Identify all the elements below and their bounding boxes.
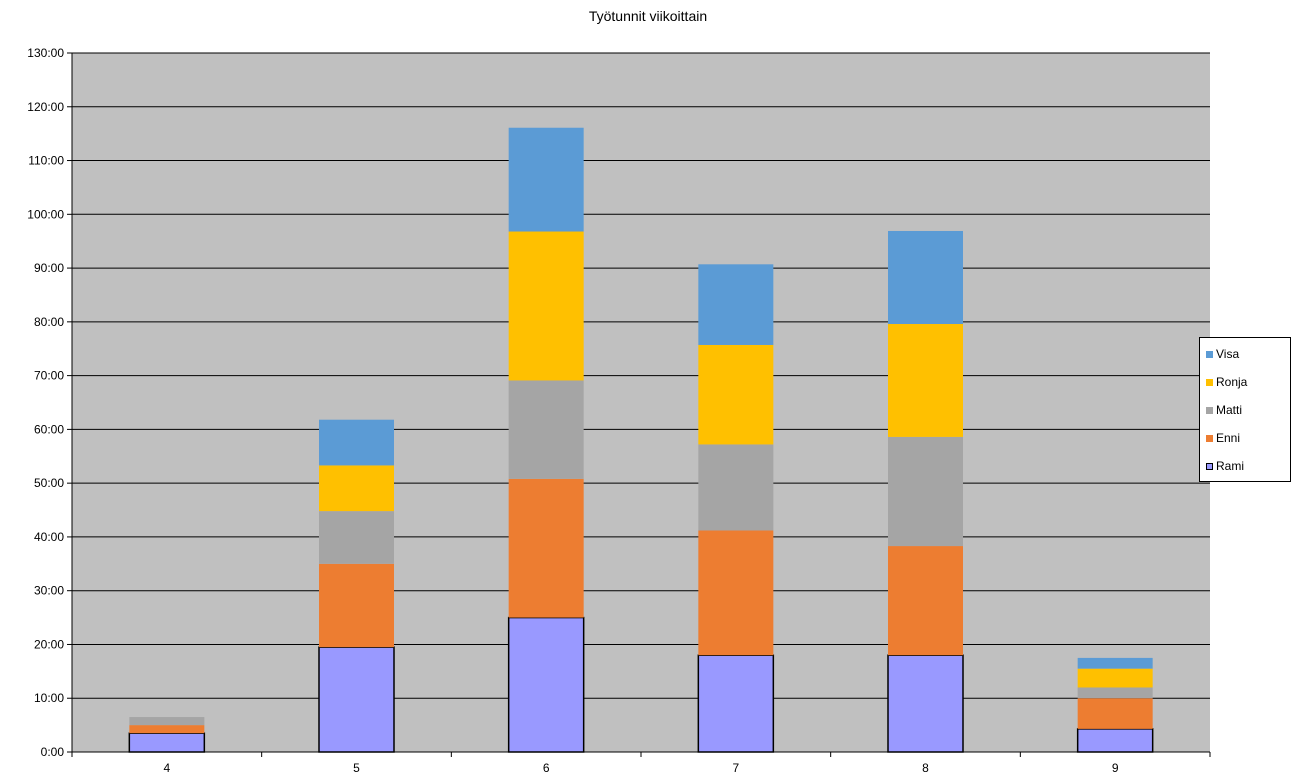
bar-enni-week-4 xyxy=(129,725,205,734)
y-tick-label: 30:00 xyxy=(34,584,64,598)
y-tick-label: 100:00 xyxy=(27,207,64,221)
x-tick-label: 7 xyxy=(732,761,739,775)
legend-item-ronja: Ronja xyxy=(1206,374,1247,390)
bar-matti-week-6 xyxy=(508,380,584,479)
bar-visa-week-7 xyxy=(698,264,774,345)
bar-visa-week-6 xyxy=(508,127,584,232)
chart-title: Työtunnit viikoittain xyxy=(588,8,708,24)
bar-enni-week-9 xyxy=(1077,698,1153,729)
legend-item-rami: Rami xyxy=(1206,458,1244,474)
bar-rami-week-6 xyxy=(507,616,585,753)
legend: Visa Ronja Matti Enni Rami xyxy=(1199,337,1291,482)
bar-enni-week-8 xyxy=(888,546,963,656)
bar-visa-week-9 xyxy=(1077,657,1153,669)
bar-rami-week-9 xyxy=(1076,728,1154,753)
legend-label: Matti xyxy=(1216,403,1243,417)
bar-ronja-week-5 xyxy=(319,465,394,512)
y-tick-label: 130:00 xyxy=(27,46,64,60)
bar-matti-week-7 xyxy=(698,444,774,531)
legend-swatch xyxy=(1206,434,1213,442)
x-tick-label: 9 xyxy=(1112,761,1119,775)
bar-rami-week-7 xyxy=(697,654,775,753)
bar-matti-week-5 xyxy=(319,511,394,564)
legend-swatch xyxy=(1206,350,1213,358)
y-tick-label: 0:00 xyxy=(41,745,65,759)
bar-ronja-week-9 xyxy=(1077,668,1153,688)
x-tick-label: 6 xyxy=(543,761,550,775)
y-tick-label: 90:00 xyxy=(34,261,64,275)
bar-ronja-week-7 xyxy=(698,344,774,445)
legend-item-visa: Visa xyxy=(1206,346,1239,362)
bar-matti-week-4 xyxy=(129,717,205,726)
bar-ronja-week-8 xyxy=(888,323,963,437)
legend-swatch xyxy=(1206,378,1213,386)
legend-item-enni: Enni xyxy=(1206,430,1240,446)
y-tick-label: 40:00 xyxy=(34,530,64,544)
bar-enni-week-6 xyxy=(508,478,584,618)
x-tick-label: 8 xyxy=(922,761,929,775)
legend-label: Enni xyxy=(1216,431,1241,445)
legend-label: Ronja xyxy=(1216,375,1248,389)
x-tick-label: 5 xyxy=(353,761,360,775)
bar-enni-week-5 xyxy=(319,563,394,648)
y-tick-label: 110:00 xyxy=(28,154,64,168)
bar-matti-week-8 xyxy=(888,436,963,547)
y-tick-label: 10:00 xyxy=(34,691,64,705)
bar-rami-week-4 xyxy=(128,732,206,753)
y-tick-label: 20:00 xyxy=(34,637,64,651)
legend-label: Rami xyxy=(1216,459,1245,473)
bar-visa-week-8 xyxy=(888,230,963,324)
x-tick-label: 4 xyxy=(163,761,170,775)
y-tick-label: 50:00 xyxy=(34,476,64,490)
bar-visa-week-5 xyxy=(319,419,394,466)
y-tick-label: 70:00 xyxy=(34,369,64,383)
bar-rami-week-5 xyxy=(318,646,395,753)
legend-swatch xyxy=(1206,462,1213,470)
y-tick-label: 120:00 xyxy=(27,100,64,114)
bar-matti-week-9 xyxy=(1077,687,1153,699)
y-tick-label: 60:00 xyxy=(34,422,64,436)
plot-area xyxy=(72,53,1210,752)
legend-swatch xyxy=(1206,406,1213,414)
y-tick-label: 80:00 xyxy=(34,315,64,329)
bar-rami-week-8 xyxy=(887,654,964,753)
bar-ronja-week-6 xyxy=(508,231,584,381)
legend-label: Visa xyxy=(1216,347,1240,361)
legend-item-matti: Matti xyxy=(1206,402,1242,418)
bar-enni-week-7 xyxy=(698,530,774,656)
